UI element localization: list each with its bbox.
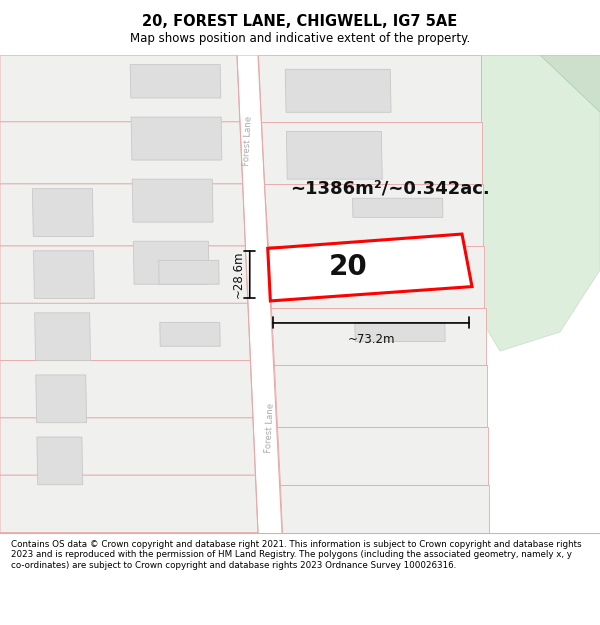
Polygon shape [158, 261, 219, 284]
Text: ~1386m²/~0.342ac.: ~1386m²/~0.342ac. [290, 180, 490, 198]
Polygon shape [36, 375, 86, 423]
Polygon shape [262, 122, 482, 184]
Polygon shape [286, 131, 382, 179]
Text: Map shows position and indicative extent of the property.: Map shows position and indicative extent… [130, 32, 470, 45]
Polygon shape [237, 55, 282, 532]
Polygon shape [0, 475, 258, 532]
Polygon shape [0, 184, 245, 246]
Text: Forest Lane: Forest Lane [264, 402, 276, 452]
Polygon shape [265, 184, 483, 246]
Polygon shape [37, 437, 83, 485]
Polygon shape [35, 313, 91, 361]
Polygon shape [353, 198, 443, 217]
Polygon shape [277, 428, 488, 485]
Polygon shape [130, 64, 221, 98]
Text: ~73.2m: ~73.2m [347, 333, 395, 346]
Polygon shape [0, 303, 250, 361]
Polygon shape [34, 251, 94, 299]
Polygon shape [355, 322, 445, 341]
Polygon shape [280, 485, 489, 532]
Polygon shape [268, 246, 484, 308]
Text: Contains OS data © Crown copyright and database right 2021. This information is : Contains OS data © Crown copyright and d… [11, 540, 581, 570]
Text: 20: 20 [329, 254, 367, 281]
Polygon shape [274, 366, 487, 428]
Text: 20, FOREST LANE, CHIGWELL, IG7 5AE: 20, FOREST LANE, CHIGWELL, IG7 5AE [142, 14, 458, 29]
Polygon shape [0, 246, 248, 303]
Polygon shape [132, 179, 213, 222]
Text: ~28.6m: ~28.6m [232, 251, 245, 298]
Polygon shape [160, 322, 220, 346]
Text: Forest Lane: Forest Lane [242, 116, 254, 166]
Polygon shape [480, 55, 600, 351]
Polygon shape [271, 308, 485, 366]
Polygon shape [268, 234, 472, 301]
Polygon shape [258, 55, 481, 122]
Polygon shape [0, 361, 253, 418]
Polygon shape [131, 117, 222, 160]
Polygon shape [0, 55, 240, 122]
Polygon shape [0, 122, 242, 184]
Polygon shape [133, 241, 209, 284]
Polygon shape [0, 418, 256, 475]
Polygon shape [285, 69, 391, 112]
Polygon shape [540, 55, 600, 112]
Polygon shape [32, 189, 93, 236]
